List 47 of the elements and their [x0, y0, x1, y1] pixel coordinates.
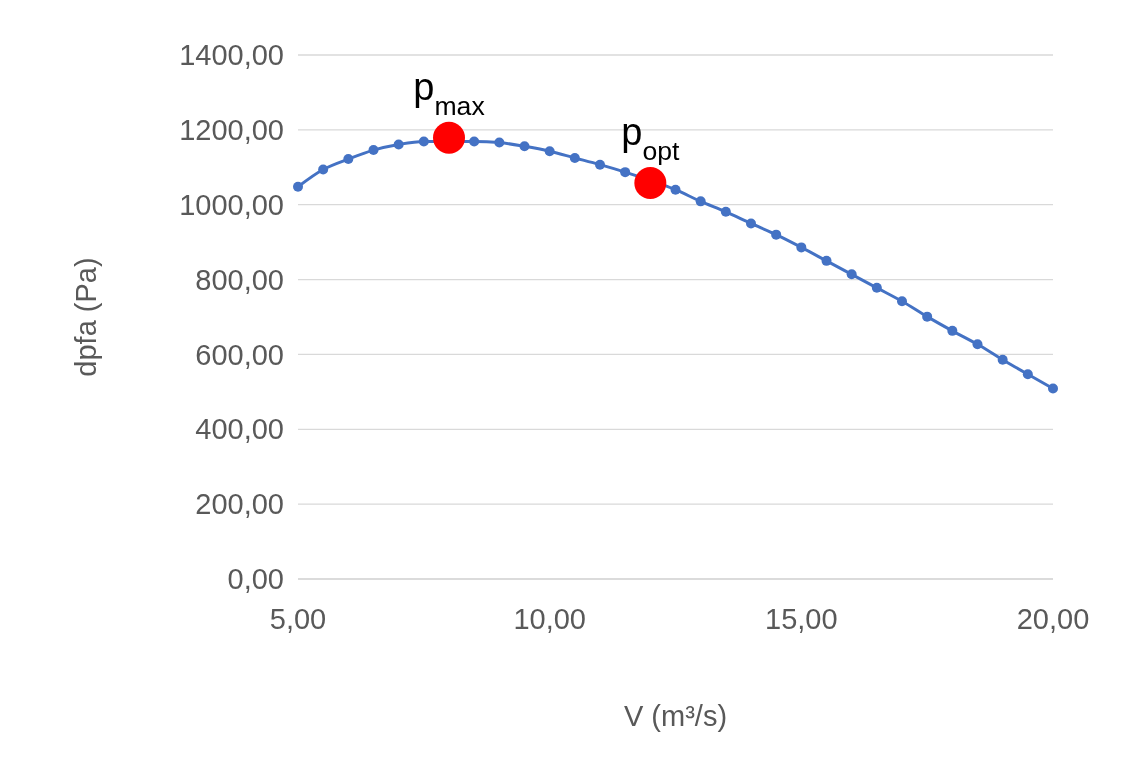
- point: [469, 136, 480, 147]
- point: [1022, 369, 1033, 380]
- point: [947, 325, 958, 336]
- point: [922, 311, 933, 322]
- point: [997, 354, 1008, 365]
- y-tick-label: 1000,00: [179, 188, 284, 221]
- x-tick-label: 10,00: [513, 603, 586, 635]
- point: [771, 229, 782, 240]
- point: [544, 146, 555, 157]
- point: [318, 164, 329, 175]
- point: [519, 141, 530, 152]
- x-axis-title: V (m³/s): [623, 700, 728, 732]
- point: [821, 255, 832, 266]
- annotation: p$_{opt}$: [621, 111, 680, 167]
- y-tick-label: 0,00: [227, 563, 284, 596]
- point: [846, 269, 857, 280]
- point: [418, 136, 429, 147]
- point: [293, 181, 303, 192]
- y-axis-title: dpfa (Pa): [70, 257, 102, 377]
- x-tick-label: 20,00: [1016, 603, 1090, 635]
- point: [796, 242, 807, 253]
- point: [972, 339, 983, 350]
- point: [494, 137, 505, 148]
- x-tick-label: 15,00: [765, 603, 838, 635]
- y-tick-label: 800,00: [195, 263, 284, 296]
- point: [670, 184, 681, 195]
- point: [343, 154, 354, 165]
- point: [1048, 383, 1058, 394]
- y-tick-label: 600,00: [195, 338, 284, 371]
- y-tick-label: 1200,00: [179, 114, 284, 147]
- point: [634, 167, 667, 200]
- annotation: p$_{max}$: [413, 65, 486, 121]
- x-tick-label: 5,00: [269, 603, 327, 635]
- point: [620, 167, 631, 178]
- point: [720, 206, 731, 217]
- point: [746, 218, 756, 229]
- y-tick-label: 200,00: [195, 488, 284, 521]
- point: [368, 145, 379, 156]
- point: [393, 139, 404, 150]
- point: [595, 159, 605, 170]
- point: [871, 282, 882, 293]
- point: [897, 296, 907, 307]
- point: [433, 121, 465, 154]
- point: [695, 196, 706, 207]
- point: [569, 152, 580, 163]
- y-tick-label: 400,00: [195, 413, 284, 446]
- y-tick-label: 1400,00: [179, 39, 284, 72]
